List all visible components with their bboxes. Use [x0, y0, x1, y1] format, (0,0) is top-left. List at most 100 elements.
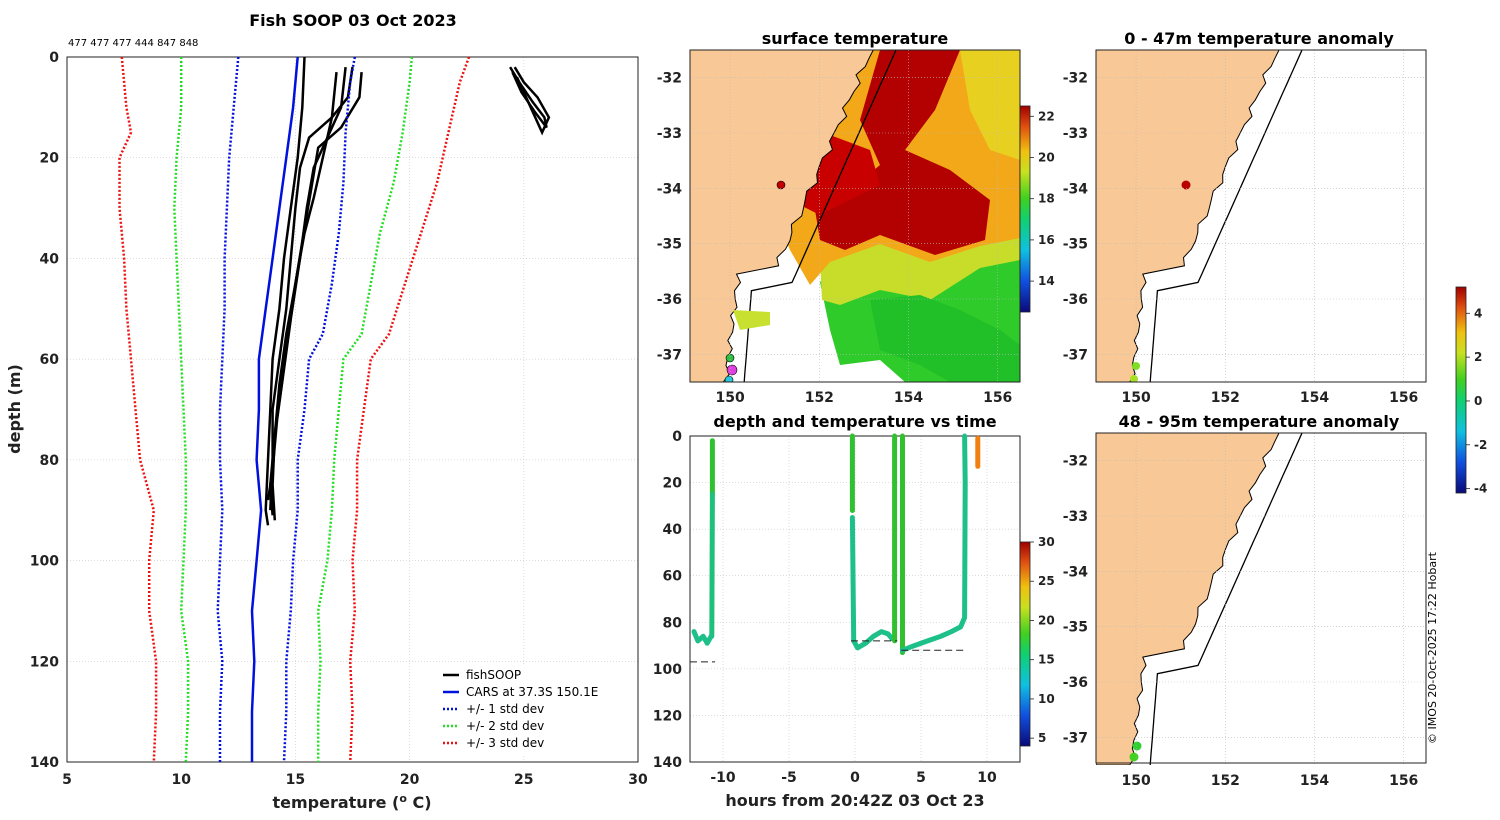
anom1-lat-tick: -37 — [1063, 347, 1088, 363]
profile-line-fishsoop — [513, 66, 551, 136]
anom1-lon-tick: 152 — [1211, 390, 1240, 406]
profile-xtick: 30 — [628, 772, 648, 788]
colorbar-tick-label: 25 — [1038, 574, 1055, 588]
profile-ytick: 140 — [30, 755, 59, 771]
sst-lat-tick: -33 — [657, 126, 682, 142]
anom1-lon-tick: 154 — [1300, 390, 1329, 406]
profile-xtick: 25 — [514, 772, 533, 788]
anomaly-deep-marker-green2 — [1129, 752, 1139, 762]
profile-ytick: 60 — [40, 352, 60, 368]
profile-xtick: 15 — [286, 772, 305, 788]
anom2-lon-tick: 154 — [1300, 773, 1329, 789]
sst-red-core — [815, 50, 990, 255]
sst-map-panel: surface temperature 150 152 154 156 -32 -33 -3… — [657, 29, 1055, 406]
profile-line--1-std-dev-low — [216, 56, 240, 762]
colorbar-tick-label: 18 — [1038, 192, 1055, 206]
colorbar-tick-label: 2 — [1474, 350, 1482, 364]
colorbar-tick-label: 22 — [1038, 109, 1055, 123]
sst-lon-tick: 156 — [983, 390, 1012, 406]
sst-lon-tick: 154 — [894, 390, 923, 406]
anomaly-deep-ticks: 150 152 154 156 -32 -33 -34 -35 -36 -37 — [1063, 454, 1419, 789]
profile-line-cars-at-37-3s-150-1e — [250, 56, 299, 762]
timeseries-title: depth and temperature vs time — [713, 412, 996, 431]
anom2-lat-tick: -34 — [1063, 564, 1089, 580]
sst-title: surface temperature — [762, 29, 949, 48]
sst-lon-tick: 152 — [805, 390, 834, 406]
anomaly-shallow-frame — [1095, 49, 1427, 383]
timeseries-colorbar — [1019, 541, 1031, 747]
timeseries-ytick: 80 — [663, 615, 683, 631]
anom1-lat-tick: -34 — [1063, 181, 1089, 197]
timeseries-ytick: 60 — [663, 569, 683, 585]
ship-marker-cyan — [724, 375, 734, 382]
timeseries-ytick: 120 — [653, 708, 682, 724]
anomaly-deep-panel: 48 - 95m temperature anomaly 150 152 154 15… — [1063, 412, 1427, 789]
profile-ytick: 0 — [49, 50, 59, 66]
profile-ytick: 120 — [30, 654, 59, 670]
anom2-lat-tick: -32 — [1063, 454, 1088, 470]
sst-lat-tick: -37 — [657, 347, 682, 363]
timeseries-colorbar-ticks: 30 25 20 15 10 5 — [1030, 535, 1055, 745]
anom2-lat-tick: -35 — [1063, 620, 1088, 636]
sst-ticks: 150 152 154 156 -32 -33 -34 -35 -36 -37 — [657, 71, 1013, 406]
profile-title: Fish SOOP 03 Oct 2023 — [249, 11, 457, 30]
timeseries-xtick: 5 — [916, 770, 926, 786]
colorbar-tick-label: 16 — [1038, 233, 1055, 247]
legend-box — [436, 664, 626, 756]
anomaly-deep-shelf-contour — [1149, 433, 1303, 765]
anomaly-deep-frame — [1095, 432, 1427, 764]
profile-xtick: 10 — [171, 772, 191, 788]
colorbar-tick-label: -4 — [1474, 482, 1487, 496]
ship-marker-red — [776, 180, 786, 190]
profile-panel: Fish SOOP 03 Oct 2023 477 477 477 444 84… — [5, 11, 648, 812]
profile-line--1-std-dev-high — [282, 56, 357, 763]
profile-ytick: 40 — [40, 251, 60, 267]
anom2-lon-tick: 150 — [1122, 773, 1151, 789]
timeseries-xlabel: hours from 20:42Z 03 Oct 23 — [725, 791, 984, 810]
colorbar-tick-label: 5 — [1038, 731, 1046, 745]
profile-line-fishsoop — [269, 71, 338, 516]
anom2-lon-tick: 156 — [1389, 773, 1418, 789]
profile-line--3-std-dev-high — [348, 56, 471, 763]
colorbar-tick-label: 30 — [1038, 535, 1055, 549]
colorbar-tick-label: 15 — [1038, 653, 1055, 667]
timeseries-ytick: 40 — [663, 522, 683, 538]
timeseries-xtick: 10 — [977, 770, 997, 786]
timeseries-cast — [709, 491, 715, 639]
anomaly-shallow-title: 0 - 47m temperature anomaly — [1124, 29, 1394, 48]
profile-xtick: 5 — [62, 772, 72, 788]
colorbar-tick-label: -2 — [1474, 438, 1487, 452]
ship-marker-green — [725, 353, 735, 363]
anomaly-shallow-panel: 0 - 47m temperature anomaly 150 152 154 156… — [1063, 29, 1427, 406]
timeseries-cast — [900, 433, 968, 653]
timeseries-data — [690, 433, 981, 663]
timeseries-cast — [849, 515, 898, 651]
anomaly-shallow-ticks: 150 152 154 156 -32 -33 -34 -35 -36 -37 — [1063, 71, 1419, 406]
colorbar-tick-label: 0 — [1474, 394, 1482, 408]
legend-label-fishsoop: fishSOOP — [466, 668, 521, 682]
profile-line-fishsoop — [264, 56, 306, 526]
anom1-lon-tick: 156 — [1389, 390, 1418, 406]
timeseries-cast — [691, 629, 714, 646]
anomaly-shallow-shelf-contour — [1149, 50, 1303, 382]
sst-lat-tick: -32 — [657, 71, 682, 87]
anom2-lat-tick: -36 — [1063, 675, 1088, 691]
timeseries-xtick: 0 — [850, 770, 860, 786]
profile-xlabel: temperature (o C) — [272, 792, 431, 812]
colorbar-tick-label: 20 — [1038, 613, 1055, 627]
anom2-lat-tick: -37 — [1063, 730, 1088, 746]
colorbar-tick-label: 10 — [1038, 692, 1055, 706]
profile-line-fishsoop — [271, 71, 363, 521]
anom1-lat-tick: -33 — [1063, 126, 1088, 142]
anom1-lat-tick: -35 — [1063, 237, 1088, 253]
profile-ytick: 20 — [40, 151, 60, 167]
timeseries-xtick: -5 — [781, 770, 797, 786]
profile-line--3-std-dev-low — [118, 56, 158, 763]
legend-label-1std: +/- 1 std dev — [466, 702, 544, 716]
anomaly-deep-marker-green1 — [1132, 741, 1142, 751]
profile-axes-frame — [66, 56, 639, 763]
legend-label-cars: CARS at 37.3S 150.1E — [466, 685, 598, 699]
profile-line-fishsoop — [509, 66, 548, 129]
anomaly-shallow-marker-red — [1181, 180, 1191, 190]
